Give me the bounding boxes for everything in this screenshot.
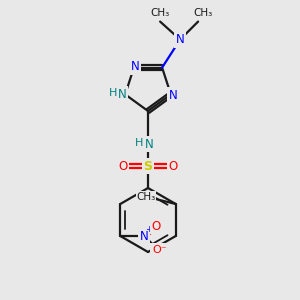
Text: CH₃: CH₃ [151,8,170,18]
Text: N: N [169,89,177,102]
Text: O: O [168,160,178,172]
Text: H: H [109,88,117,98]
Text: CH₃: CH₃ [136,192,155,202]
Text: O: O [118,160,127,172]
Text: S: S [143,160,152,172]
Text: N: N [130,60,139,73]
Text: O⁻: O⁻ [152,245,166,255]
Text: O: O [152,220,161,232]
Text: H: H [135,138,143,148]
Text: +: + [146,226,153,235]
Text: N: N [140,230,149,242]
Text: N: N [145,137,153,151]
Text: CH₃: CH₃ [194,8,213,18]
Text: N: N [118,88,127,101]
Text: N: N [176,33,184,46]
